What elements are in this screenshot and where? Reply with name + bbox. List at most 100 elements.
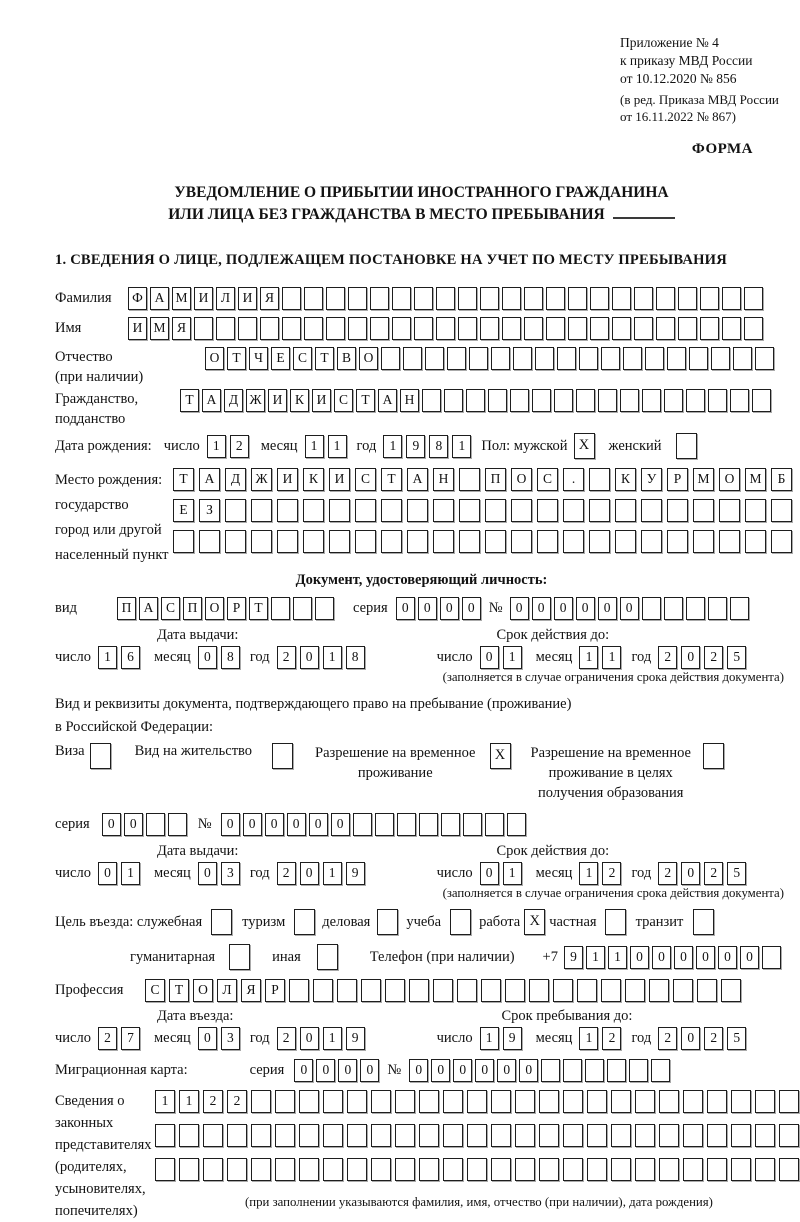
char-box[interactable] (685, 597, 705, 620)
char-box[interactable] (407, 499, 428, 522)
char-box[interactable]: О (511, 468, 532, 491)
char-box[interactable] (541, 1059, 561, 1082)
char-box[interactable]: Ж (251, 468, 272, 491)
char-box[interactable]: 0 (681, 862, 701, 885)
char-box[interactable] (199, 530, 220, 553)
char-box[interactable]: 3 (220, 1027, 240, 1050)
char-box[interactable]: 0 (299, 1027, 319, 1050)
char-box[interactable] (579, 347, 598, 370)
char-box[interactable] (329, 499, 350, 522)
char-box[interactable]: 0 (299, 646, 319, 669)
char-box[interactable]: 0 (330, 813, 350, 836)
char-box[interactable]: 2 (276, 1027, 296, 1050)
char-box[interactable] (326, 317, 345, 340)
char-box[interactable] (467, 1090, 487, 1113)
char-box[interactable] (563, 1090, 583, 1113)
char-box[interactable]: М (172, 287, 191, 310)
char-box[interactable]: 2 (602, 1027, 622, 1050)
char-box[interactable]: 2 (602, 862, 622, 885)
char-box[interactable] (693, 499, 714, 522)
char-box[interactable] (381, 499, 402, 522)
char-box[interactable] (722, 287, 741, 310)
char-box[interactable]: О (205, 597, 224, 620)
char-box[interactable] (385, 979, 405, 1002)
char-box[interactable] (511, 530, 532, 553)
char-box[interactable] (585, 1059, 605, 1082)
char-box[interactable] (485, 530, 506, 553)
char-box[interactable]: 1 (120, 862, 140, 885)
char-box[interactable]: 0 (308, 813, 328, 836)
char-box[interactable]: 0 (479, 862, 499, 885)
char-box[interactable] (491, 1124, 511, 1147)
char-box[interactable] (443, 1124, 463, 1147)
char-box[interactable] (601, 979, 621, 1002)
char-box[interactable] (537, 499, 558, 522)
char-box[interactable] (395, 1124, 415, 1147)
char-box[interactable]: И (268, 389, 287, 412)
char-box[interactable]: 1 (155, 1090, 175, 1113)
char-box[interactable]: 0 (286, 813, 306, 836)
char-box[interactable]: В (337, 347, 356, 370)
char-box[interactable] (167, 813, 187, 836)
char-box[interactable] (271, 597, 290, 620)
char-box[interactable] (282, 317, 301, 340)
char-box[interactable] (491, 1090, 511, 1113)
char-box[interactable] (480, 287, 499, 310)
char-box[interactable]: 1 (502, 646, 522, 669)
char-box[interactable] (260, 317, 279, 340)
char-box[interactable] (459, 530, 480, 553)
char-box[interactable]: Я (260, 287, 279, 310)
char-box[interactable]: О (719, 468, 740, 491)
char-box[interactable] (502, 317, 521, 340)
char-box[interactable]: 1 (479, 1027, 499, 1050)
char-box[interactable] (462, 813, 482, 836)
char-box[interactable]: 0 (97, 862, 117, 885)
char-box[interactable] (719, 499, 740, 522)
char-box[interactable]: И (238, 287, 257, 310)
char-box[interactable] (414, 287, 433, 310)
char-box[interactable]: 1 (607, 945, 627, 969)
char-box[interactable]: 5 (727, 646, 747, 669)
purpose-other-checkbox[interactable] (316, 944, 338, 970)
char-box[interactable] (414, 317, 433, 340)
purpose-work-checkbox[interactable]: X (524, 909, 546, 935)
char-box[interactable] (587, 1158, 607, 1181)
char-box[interactable] (155, 1158, 175, 1181)
char-box[interactable] (719, 530, 740, 553)
char-box[interactable] (779, 1158, 799, 1181)
char-box[interactable] (251, 1090, 271, 1113)
char-box[interactable]: М (150, 317, 169, 340)
char-box[interactable]: Л (216, 287, 235, 310)
purpose-private-checkbox[interactable] (604, 909, 626, 935)
char-box[interactable] (227, 1158, 247, 1181)
char-box[interactable] (355, 499, 376, 522)
char-box[interactable] (458, 287, 477, 310)
char-box[interactable]: Т (381, 468, 402, 491)
char-box[interactable] (299, 1090, 319, 1113)
char-box[interactable] (745, 530, 766, 553)
char-box[interactable]: 0 (531, 597, 551, 620)
char-box[interactable] (275, 1124, 295, 1147)
char-box[interactable]: 0 (453, 1059, 473, 1082)
char-box[interactable] (481, 979, 501, 1002)
char-box[interactable] (683, 1158, 703, 1181)
char-box[interactable]: М (745, 468, 766, 491)
char-box[interactable] (418, 813, 438, 836)
char-box[interactable] (395, 1090, 415, 1113)
char-box[interactable] (532, 389, 551, 412)
char-box[interactable] (347, 1158, 367, 1181)
char-box[interactable]: 0 (242, 813, 262, 836)
char-box[interactable] (304, 317, 323, 340)
char-box[interactable] (686, 389, 705, 412)
char-box[interactable]: 1 (179, 1090, 199, 1113)
char-box[interactable]: 0 (597, 597, 617, 620)
char-box[interactable]: 2 (203, 1090, 223, 1113)
purpose-business-checkbox[interactable] (377, 909, 399, 935)
char-box[interactable] (277, 499, 298, 522)
char-box[interactable] (539, 1090, 559, 1113)
char-box[interactable]: 0 (497, 1059, 517, 1082)
char-box[interactable] (629, 1059, 649, 1082)
char-box[interactable] (611, 1090, 631, 1113)
char-box[interactable]: 9 (345, 862, 365, 885)
char-box[interactable] (587, 1090, 607, 1113)
